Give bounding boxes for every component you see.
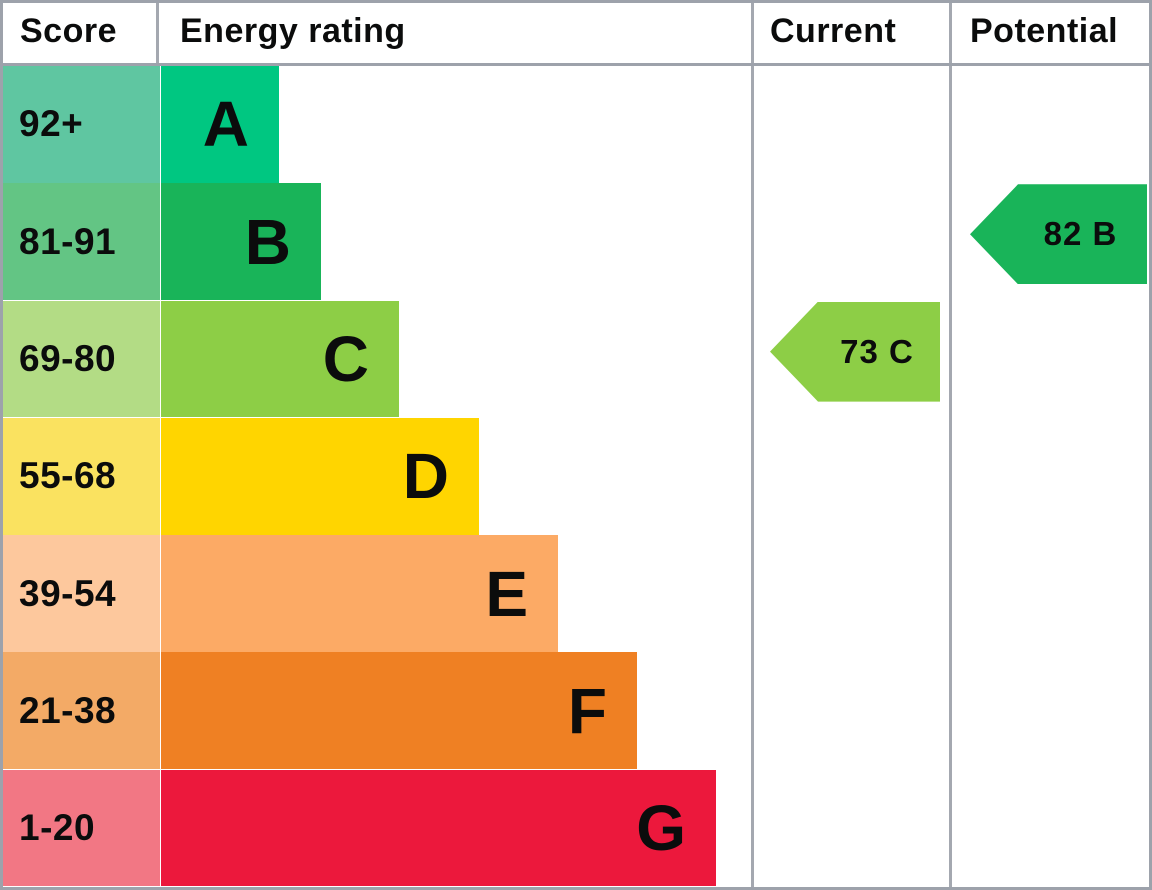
score-range-label: 92+: [19, 103, 84, 145]
band-letter: A: [202, 88, 249, 161]
score-range-cell: 81-91: [0, 183, 160, 301]
band-letter: F: [567, 674, 607, 747]
score-range-label: 1-20: [19, 807, 96, 849]
score-range-cell: 21-38: [0, 652, 160, 770]
band-bar: B: [161, 183, 321, 301]
band-letter: C: [322, 322, 369, 395]
score-range-label: 81-91: [19, 220, 117, 262]
score-range-label: 39-54: [19, 572, 117, 614]
energy-rating-column-header: Energy rating: [180, 12, 406, 50]
band-bar: E: [161, 535, 558, 652]
band-row-g: 1-20 G: [0, 769, 1152, 887]
potential-column-divider-line: [949, 0, 952, 890]
band-bar: A: [161, 66, 279, 183]
score-range-label: 55-68: [19, 455, 117, 497]
band-bar: D: [161, 417, 479, 535]
score-column-header: Score: [20, 12, 117, 50]
band-letter: D: [402, 440, 449, 513]
current-rating-label: 73 C: [840, 332, 914, 370]
potential-column-header: Potential: [970, 12, 1119, 50]
band-row-b: 81-91 B: [0, 183, 1152, 301]
band-row-e: 39-54 E: [0, 535, 1152, 652]
score-range-label: 69-80: [19, 337, 117, 379]
band-bar: G: [161, 769, 716, 887]
score-column-divider-line: [156, 0, 159, 63]
score-range-label: 21-38: [19, 689, 117, 731]
band-rows: 92+ A 81-91 B 69-80 C 55-68: [0, 66, 1152, 887]
header-divider-line: [0, 63, 1152, 66]
band-letter: E: [485, 557, 528, 630]
band-letter: G: [636, 792, 686, 865]
band-letter: B: [244, 205, 291, 278]
band-row-f: 21-38 F: [0, 652, 1152, 770]
score-range-cell: 1-20: [0, 769, 160, 887]
band-row-d: 55-68 D: [0, 417, 1152, 535]
band-row-a: 92+ A: [0, 66, 1152, 183]
score-range-cell: 55-68: [0, 417, 160, 535]
score-range-cell: 92+: [0, 66, 160, 183]
current-column-divider-line: [751, 0, 754, 890]
score-range-cell: 69-80: [0, 300, 160, 418]
potential-rating-label: 82 B: [1043, 215, 1118, 253]
table-header: Score Energy rating Current Potential: [0, 0, 1152, 63]
band-row-c: 69-80 C: [0, 300, 1152, 418]
band-bar: F: [161, 652, 637, 770]
band-bar: C: [161, 300, 399, 418]
current-column-header: Current: [770, 12, 897, 50]
score-range-cell: 39-54: [0, 535, 160, 652]
